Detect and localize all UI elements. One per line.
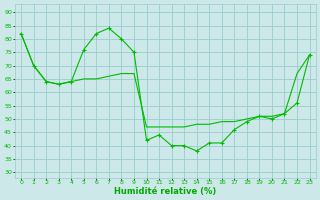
- X-axis label: Humidité relative (%): Humidité relative (%): [114, 187, 216, 196]
